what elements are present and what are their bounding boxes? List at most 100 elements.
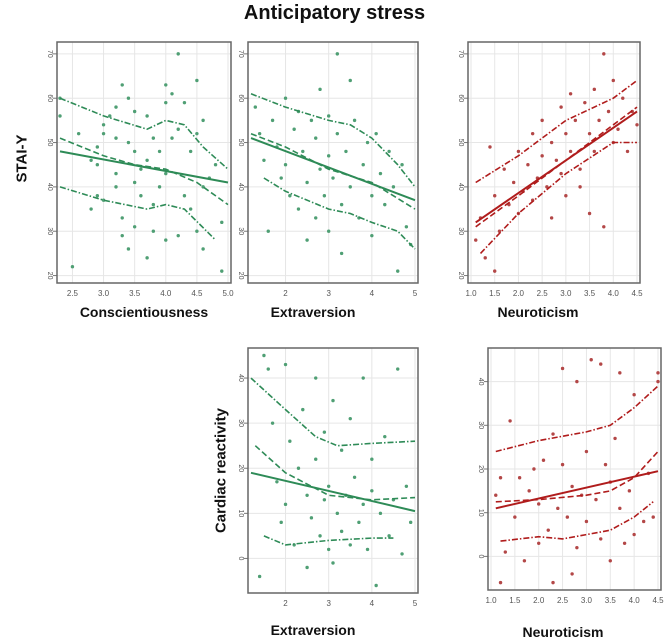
data-point (488, 145, 492, 149)
data-point (176, 52, 180, 56)
data-point (253, 105, 258, 109)
data-point (335, 52, 340, 56)
plot-frame (56, 41, 232, 284)
data-point (546, 528, 550, 532)
data-point (551, 580, 555, 585)
data-point (283, 96, 288, 100)
y-tick-label: 40 (237, 374, 244, 382)
data-point (270, 421, 275, 425)
data-point (396, 367, 400, 371)
data-point (114, 185, 118, 189)
plot-frame (247, 41, 419, 284)
data-point (404, 225, 409, 229)
data-point (182, 194, 187, 198)
data-point (335, 511, 340, 516)
data-point (188, 149, 193, 154)
data-point (322, 498, 327, 502)
data-point (522, 559, 527, 563)
y-tick-label: 40 (457, 183, 464, 191)
data-point (339, 448, 344, 452)
data-point (365, 140, 370, 145)
data-point (361, 502, 365, 507)
data-point (559, 171, 563, 176)
data-point (262, 353, 266, 358)
data-point (101, 123, 106, 127)
data-point (318, 167, 322, 171)
data-point (374, 583, 378, 588)
x-tick-label: 5 (413, 289, 418, 298)
data-point (201, 247, 205, 251)
data-point (182, 100, 187, 105)
x-tick-label: 2.0 (513, 289, 525, 298)
y-tick-label: 40 (237, 183, 244, 191)
data-point (70, 264, 75, 269)
loess-lower-band (263, 177, 416, 250)
data-point (288, 439, 292, 443)
loess-smooth-line (59, 137, 229, 206)
data-point (322, 194, 327, 198)
y-tick-label: 70 (457, 50, 464, 58)
data-point (540, 118, 544, 123)
y-tick-label: 50 (237, 139, 244, 147)
data-point (613, 436, 617, 441)
data-point (602, 52, 606, 56)
plot-frame (467, 41, 641, 284)
data-point (114, 136, 118, 140)
data-point (195, 229, 199, 233)
data-point (578, 167, 582, 171)
data-point (266, 229, 270, 233)
data-point (549, 216, 554, 220)
data-point (132, 109, 137, 114)
y-tick-label: 0 (237, 556, 244, 560)
data-point (151, 136, 156, 140)
data-point (606, 109, 611, 114)
plot-frame (247, 347, 419, 594)
x-tick-label: 4 (370, 599, 375, 608)
y-tick-label: 20 (237, 272, 244, 280)
panel-stai-neuroticism: 1.0 1.5 2.0 2.5 3.0 3.5 4.0 4.5 20 30 40 50 60 70 (457, 41, 643, 298)
x-tick-label: 3.5 (605, 596, 617, 605)
data-point (599, 362, 603, 366)
y-tick-label: 60 (457, 94, 464, 102)
data-point (305, 238, 309, 242)
data-point (404, 484, 409, 488)
y-tick-label: 10 (237, 509, 244, 517)
x-tick-label: 3 (326, 599, 331, 608)
data-point (589, 358, 593, 362)
data-point (283, 163, 288, 167)
data-point (516, 149, 521, 154)
data-point (201, 118, 205, 123)
data-point (58, 114, 62, 118)
data-point (331, 398, 335, 403)
y-tick-label: 30 (237, 227, 244, 235)
row2-y-axis-label: Cardiac reactivity (212, 407, 230, 534)
data-point (151, 202, 156, 207)
y-tick-label: 50 (457, 139, 464, 147)
data-point (632, 532, 636, 537)
x-tick-label: 1.0 (485, 596, 497, 605)
data-point (357, 520, 361, 525)
regression-line (250, 471, 416, 513)
regression-line (495, 470, 659, 510)
data-point (625, 149, 630, 154)
loess-lower-band (263, 535, 394, 546)
data-point (283, 502, 288, 507)
x-tick-label: 5.0 (222, 289, 234, 298)
data-point (305, 493, 309, 498)
x-tick-label: 3.0 (581, 596, 593, 605)
x-tick-label: 4.5 (191, 289, 203, 298)
data-point (592, 149, 597, 154)
data-point (292, 127, 296, 131)
loess-lower-band (500, 501, 654, 542)
data-point (275, 480, 279, 484)
data-point (527, 489, 531, 493)
y-tick-label: 60 (46, 94, 53, 102)
loess-smooth-line (250, 132, 416, 210)
data-point (564, 194, 568, 198)
data-point (348, 78, 352, 83)
data-point (164, 171, 168, 176)
x-tick-label: 2.5 (537, 289, 549, 298)
data-point (318, 534, 322, 538)
data-point (365, 547, 370, 552)
